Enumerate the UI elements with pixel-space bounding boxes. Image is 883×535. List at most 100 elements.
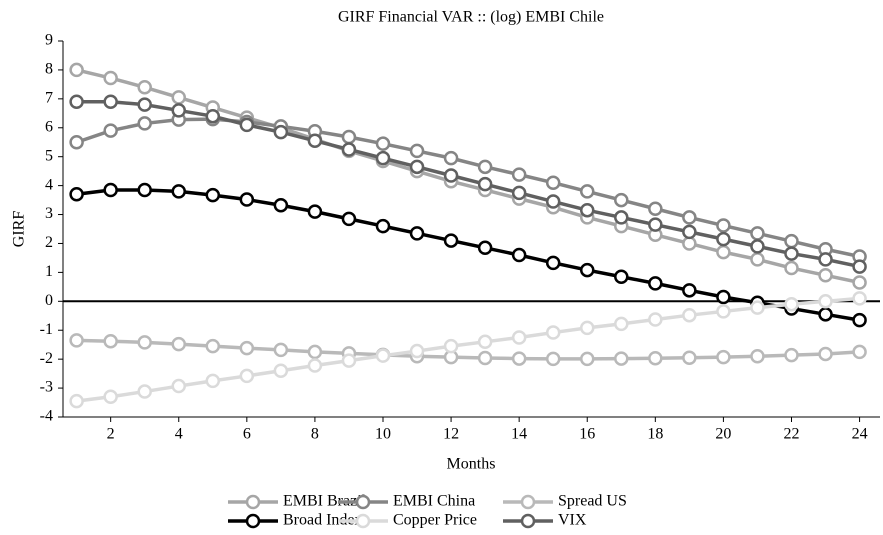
- point: [307, 358, 323, 373]
- y-tick-label: 8: [45, 61, 53, 78]
- point: [69, 333, 84, 348]
- y-tick-label: 6: [45, 118, 53, 135]
- point: [273, 363, 289, 378]
- point: [784, 233, 799, 249]
- point: [273, 198, 289, 213]
- point: [341, 211, 357, 227]
- point: [682, 283, 697, 298]
- point: [579, 262, 595, 278]
- point: [511, 185, 527, 201]
- point: [648, 276, 663, 291]
- point: [614, 351, 629, 366]
- legend-label: VIX: [558, 512, 587, 529]
- point: [511, 330, 527, 345]
- x-tick-label: 18: [647, 426, 663, 443]
- point: [409, 159, 425, 175]
- point: [443, 150, 459, 166]
- point: [171, 90, 186, 105]
- point: [852, 275, 867, 290]
- point: [852, 259, 867, 274]
- point: [750, 226, 765, 241]
- y-axis-label: GIRF: [11, 211, 28, 248]
- y-tick-label: 1: [45, 263, 53, 280]
- point: [511, 247, 527, 263]
- point: [137, 335, 152, 350]
- point: [375, 136, 391, 151]
- x-tick-label: 2: [107, 426, 115, 443]
- point: [545, 194, 561, 209]
- point: [682, 210, 697, 225]
- y-tick-label: -1: [40, 321, 53, 338]
- point: [852, 312, 867, 328]
- x-tick-label: 8: [311, 426, 319, 443]
- point: [443, 338, 459, 354]
- legend-label: EMBI China: [393, 493, 475, 510]
- legend-marker: [520, 494, 536, 510]
- point: [137, 182, 152, 198]
- point: [614, 192, 629, 208]
- point: [614, 210, 629, 225]
- x-tick-label: 24: [852, 426, 868, 443]
- point: [69, 62, 84, 78]
- point: [103, 389, 118, 405]
- legend-marker: [245, 494, 261, 510]
- chart-title: GIRF Financial VAR :: (log) EMBI Chile: [338, 9, 604, 26]
- y-tick-label: 5: [45, 147, 53, 164]
- point: [103, 70, 118, 86]
- point: [716, 289, 731, 305]
- point: [69, 134, 84, 150]
- point: [103, 333, 118, 349]
- point: [205, 187, 221, 203]
- series-line: [76, 117, 860, 259]
- point: [137, 97, 152, 112]
- point: [682, 236, 697, 251]
- x-tick-label: 14: [511, 426, 527, 443]
- legend-marker: [355, 513, 371, 529]
- point: [750, 239, 765, 254]
- point: [750, 252, 765, 267]
- point: [375, 348, 391, 363]
- point: [239, 340, 255, 356]
- y-tick-label: 7: [45, 90, 53, 107]
- point: [750, 300, 765, 315]
- point: [69, 94, 84, 109]
- x-tick-label: 12: [443, 426, 459, 443]
- x-tick-label: 20: [715, 426, 731, 443]
- legend-marker: [355, 494, 371, 510]
- point: [409, 343, 425, 359]
- point: [137, 80, 152, 95]
- legend-marker: [520, 513, 536, 529]
- point: [205, 338, 221, 354]
- point: [784, 246, 799, 261]
- point: [579, 184, 595, 199]
- point: [409, 226, 425, 241]
- legend-label: Spread US: [558, 493, 627, 510]
- point: [443, 233, 459, 248]
- point: [273, 342, 289, 358]
- legend-label: Broad Index: [283, 512, 363, 529]
- point: [545, 175, 561, 190]
- point: [171, 103, 186, 118]
- point: [375, 218, 391, 234]
- point: [171, 378, 186, 394]
- y-tick-label: -4: [40, 408, 53, 425]
- point: [818, 252, 833, 267]
- y-tick-label: 4: [45, 176, 53, 193]
- point: [818, 294, 833, 309]
- point: [750, 349, 765, 364]
- point: [477, 334, 493, 350]
- point: [784, 296, 799, 312]
- series-line: [76, 296, 860, 403]
- point: [852, 291, 867, 306]
- point: [375, 150, 391, 166]
- point: [579, 202, 595, 218]
- point: [818, 346, 833, 362]
- point: [784, 260, 799, 276]
- legend-label: EMBI Brazil: [283, 493, 367, 510]
- point: [103, 94, 118, 109]
- point: [239, 192, 255, 207]
- series-line: [76, 68, 860, 285]
- x-tick-label: 6: [243, 426, 251, 443]
- point: [784, 347, 799, 363]
- point: [716, 231, 731, 247]
